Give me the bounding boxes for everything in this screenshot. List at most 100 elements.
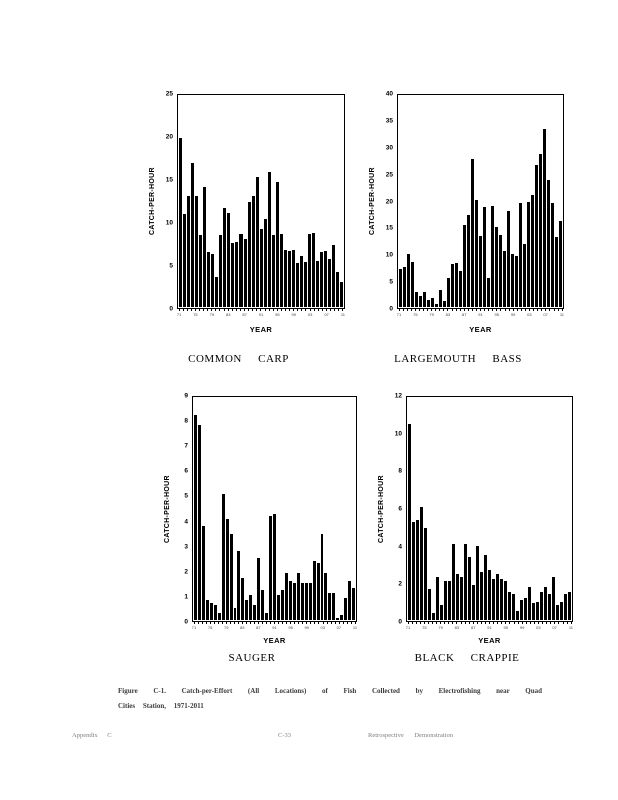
- bar-1974: [205, 600, 209, 620]
- x-tick: [561, 309, 563, 311]
- y-tick-label: 35: [385, 117, 393, 125]
- x-tick: [266, 622, 268, 624]
- x-tick: [538, 622, 540, 624]
- x-tick: [225, 622, 227, 624]
- x-tick-label: 07: [336, 625, 342, 630]
- bar-1990: [484, 555, 487, 620]
- bar-1989: [251, 195, 255, 307]
- x-tick: [485, 622, 487, 624]
- x-tick: [407, 622, 409, 624]
- bar-1989: [265, 612, 269, 620]
- x-tick-label: 87: [470, 625, 476, 630]
- bar-1990: [269, 516, 273, 620]
- bar-1979: [211, 253, 215, 307]
- bar-1998: [287, 251, 291, 307]
- x-tick: [448, 622, 450, 624]
- bar-1976: [428, 588, 431, 620]
- x-axis-labels: 71 75 79 83 87 91 95 99 03 07 11: [177, 312, 345, 317]
- bar-2006: [539, 154, 542, 307]
- x-tick: [227, 309, 229, 311]
- bar-1992: [263, 219, 267, 307]
- bar-1972: [183, 214, 187, 307]
- x-axis-title: YEAR: [249, 325, 273, 334]
- x-tick: [249, 622, 251, 624]
- bar-1973: [416, 520, 419, 620]
- bar-2002: [303, 262, 307, 307]
- x-tick: [554, 622, 556, 624]
- x-tick: [432, 622, 433, 624]
- x-tick: [529, 622, 531, 624]
- x-tick: [289, 309, 291, 311]
- x-tick-label: 07: [552, 625, 557, 630]
- bar-1999: [304, 583, 308, 620]
- x-tick: [268, 309, 270, 311]
- x-tick: [489, 622, 491, 624]
- x-tick: [318, 622, 320, 624]
- x-tick: [460, 622, 462, 624]
- x-tick-label: 11: [568, 625, 574, 630]
- bar-1976: [213, 605, 217, 620]
- x-tick: [488, 309, 490, 311]
- bar-1991: [259, 228, 263, 307]
- x-tick: [512, 309, 514, 311]
- x-tick: [239, 309, 241, 311]
- x-tick: [501, 622, 503, 624]
- x-axis-title: YEAR: [263, 636, 286, 645]
- y-axis-title: CATCH-PER-HOUR: [378, 475, 385, 543]
- x-tick: [264, 309, 266, 311]
- bar-1973: [407, 254, 410, 307]
- bar-1975: [424, 527, 427, 620]
- chart-title: SAUGER: [228, 652, 276, 664]
- y-tick-label: 12: [394, 392, 402, 400]
- bar-1983: [227, 213, 231, 307]
- bar-1994: [284, 573, 288, 620]
- bar-2000: [515, 256, 518, 307]
- x-tick: [406, 309, 408, 311]
- x-tick: [237, 622, 239, 624]
- x-tick: [342, 622, 344, 624]
- bar-2005: [544, 586, 547, 620]
- figure-caption: Figure C-1. Catch-per-Effort (All Locati…: [118, 684, 542, 714]
- x-tick: [346, 622, 348, 624]
- y-tick-label: 6: [398, 505, 402, 513]
- chart-title: COMMON CARP: [188, 353, 289, 365]
- bar-1999: [291, 250, 295, 307]
- x-tick: [211, 309, 213, 311]
- bar-1982: [223, 208, 227, 307]
- bar-2007: [543, 128, 546, 307]
- x-tick: [235, 309, 237, 311]
- x-tick: [221, 622, 223, 624]
- x-tick-label: 03: [320, 625, 326, 630]
- x-tick-label: 75: [413, 312, 418, 317]
- x-tick: [496, 309, 498, 311]
- y-tick-label: 4: [184, 518, 188, 526]
- bar-2002: [532, 603, 535, 620]
- x-tick: [546, 622, 548, 624]
- x-tick-label: 71: [396, 312, 402, 317]
- x-tick: [213, 622, 215, 624]
- bar-1998: [516, 610, 519, 620]
- bar-2001: [312, 560, 316, 620]
- x-tick: [455, 309, 457, 311]
- x-tick: [282, 622, 284, 624]
- x-tick: [330, 309, 332, 311]
- y-tick-label: 15: [385, 224, 393, 232]
- bar-2010: [348, 580, 352, 620]
- x-tick: [215, 309, 217, 311]
- bar-2009: [551, 203, 554, 307]
- bar-2007: [324, 251, 328, 307]
- bar-1990: [255, 177, 259, 307]
- y-tick-label: 10: [394, 430, 402, 438]
- x-tick: [439, 309, 441, 311]
- y-tick-label: 2: [398, 580, 402, 588]
- x-tick: [301, 309, 303, 311]
- y-tick-label: 25: [385, 171, 393, 179]
- bar-1971: [194, 415, 197, 620]
- bar-1978: [221, 494, 225, 620]
- bar-2008: [547, 180, 550, 307]
- y-tick-label: 6: [184, 467, 188, 475]
- x-tick: [533, 309, 535, 311]
- x-tick: [193, 622, 195, 624]
- x-tick: [205, 622, 207, 624]
- x-tick-label: 79: [438, 625, 443, 630]
